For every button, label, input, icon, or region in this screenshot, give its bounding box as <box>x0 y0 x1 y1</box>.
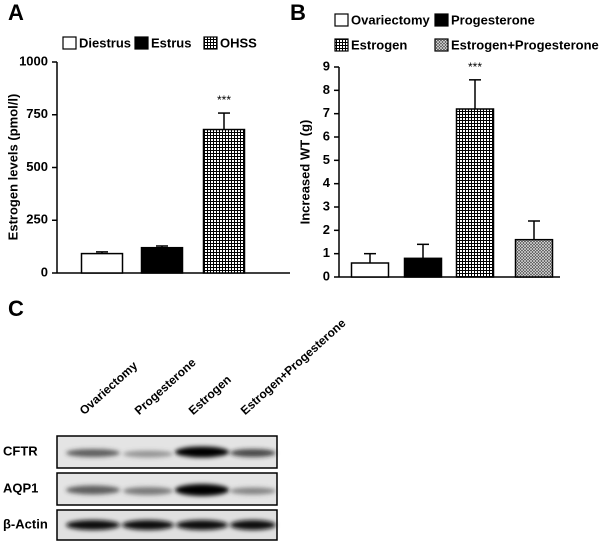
legend-label: Ovariectomy <box>351 12 431 27</box>
row-label: AQP1 <box>3 480 38 495</box>
y-tick-label: 5 <box>323 152 330 167</box>
legend-swatch <box>134 36 149 50</box>
panel-letter: A <box>8 0 24 25</box>
blot-bands <box>66 446 276 530</box>
legend-label: Estrogen <box>351 37 407 52</box>
legend-label: Progesterone <box>451 12 535 27</box>
bar <box>80 252 124 274</box>
y-tick-label: 750 <box>26 106 48 121</box>
legend-swatch <box>434 13 449 27</box>
y-tick-label: 6 <box>323 128 330 143</box>
y-tick-label: 500 <box>26 159 48 174</box>
bar <box>403 257 443 278</box>
bar <box>514 238 554 278</box>
legend-swatch <box>334 13 349 27</box>
bar <box>350 262 390 278</box>
y-tick-label: 7 <box>323 105 330 120</box>
y-tick-label: 2 <box>323 222 330 237</box>
y-tick-label: 9 <box>323 58 330 73</box>
legend-swatch <box>334 38 349 52</box>
panel-letter: B <box>290 0 306 25</box>
y-tick-label: 0 <box>41 264 48 279</box>
y-axis-title: Increased WT (g) <box>297 120 312 225</box>
y-tick-label: 4 <box>323 175 331 190</box>
panel-letter: C <box>8 296 24 321</box>
y-tick-label: 250 <box>26 212 48 227</box>
legend-label: Estrus <box>151 35 191 50</box>
bar <box>455 108 495 278</box>
significance-label: *** <box>468 60 482 74</box>
lane-label: Estrogen+Progesterone <box>238 316 349 418</box>
y-tick-label: 1000 <box>19 53 48 68</box>
bar <box>140 246 184 274</box>
row-label: β-Actin <box>3 516 48 531</box>
legend-swatch <box>434 38 449 52</box>
bar <box>202 128 246 274</box>
y-tick-label: 8 <box>323 82 330 97</box>
y-tick-label: 3 <box>323 198 330 213</box>
row-label: CFTR <box>3 443 38 458</box>
legend-label: Estrogen+Progesterone <box>451 37 599 52</box>
significance-label: *** <box>217 93 231 107</box>
lane-label: Ovariectomy <box>77 358 141 417</box>
legend-label: OHSS <box>220 35 257 50</box>
y-axis-title: Estrogen levels (pmol/l) <box>5 94 20 241</box>
legend-swatch <box>62 36 77 50</box>
y-tick-label: 1 <box>323 245 330 260</box>
y-tick-label: 0 <box>323 268 330 283</box>
legend-label: Diestrus <box>79 35 131 50</box>
lane-label: Estrogen <box>186 372 234 417</box>
legend-swatch <box>203 36 218 50</box>
